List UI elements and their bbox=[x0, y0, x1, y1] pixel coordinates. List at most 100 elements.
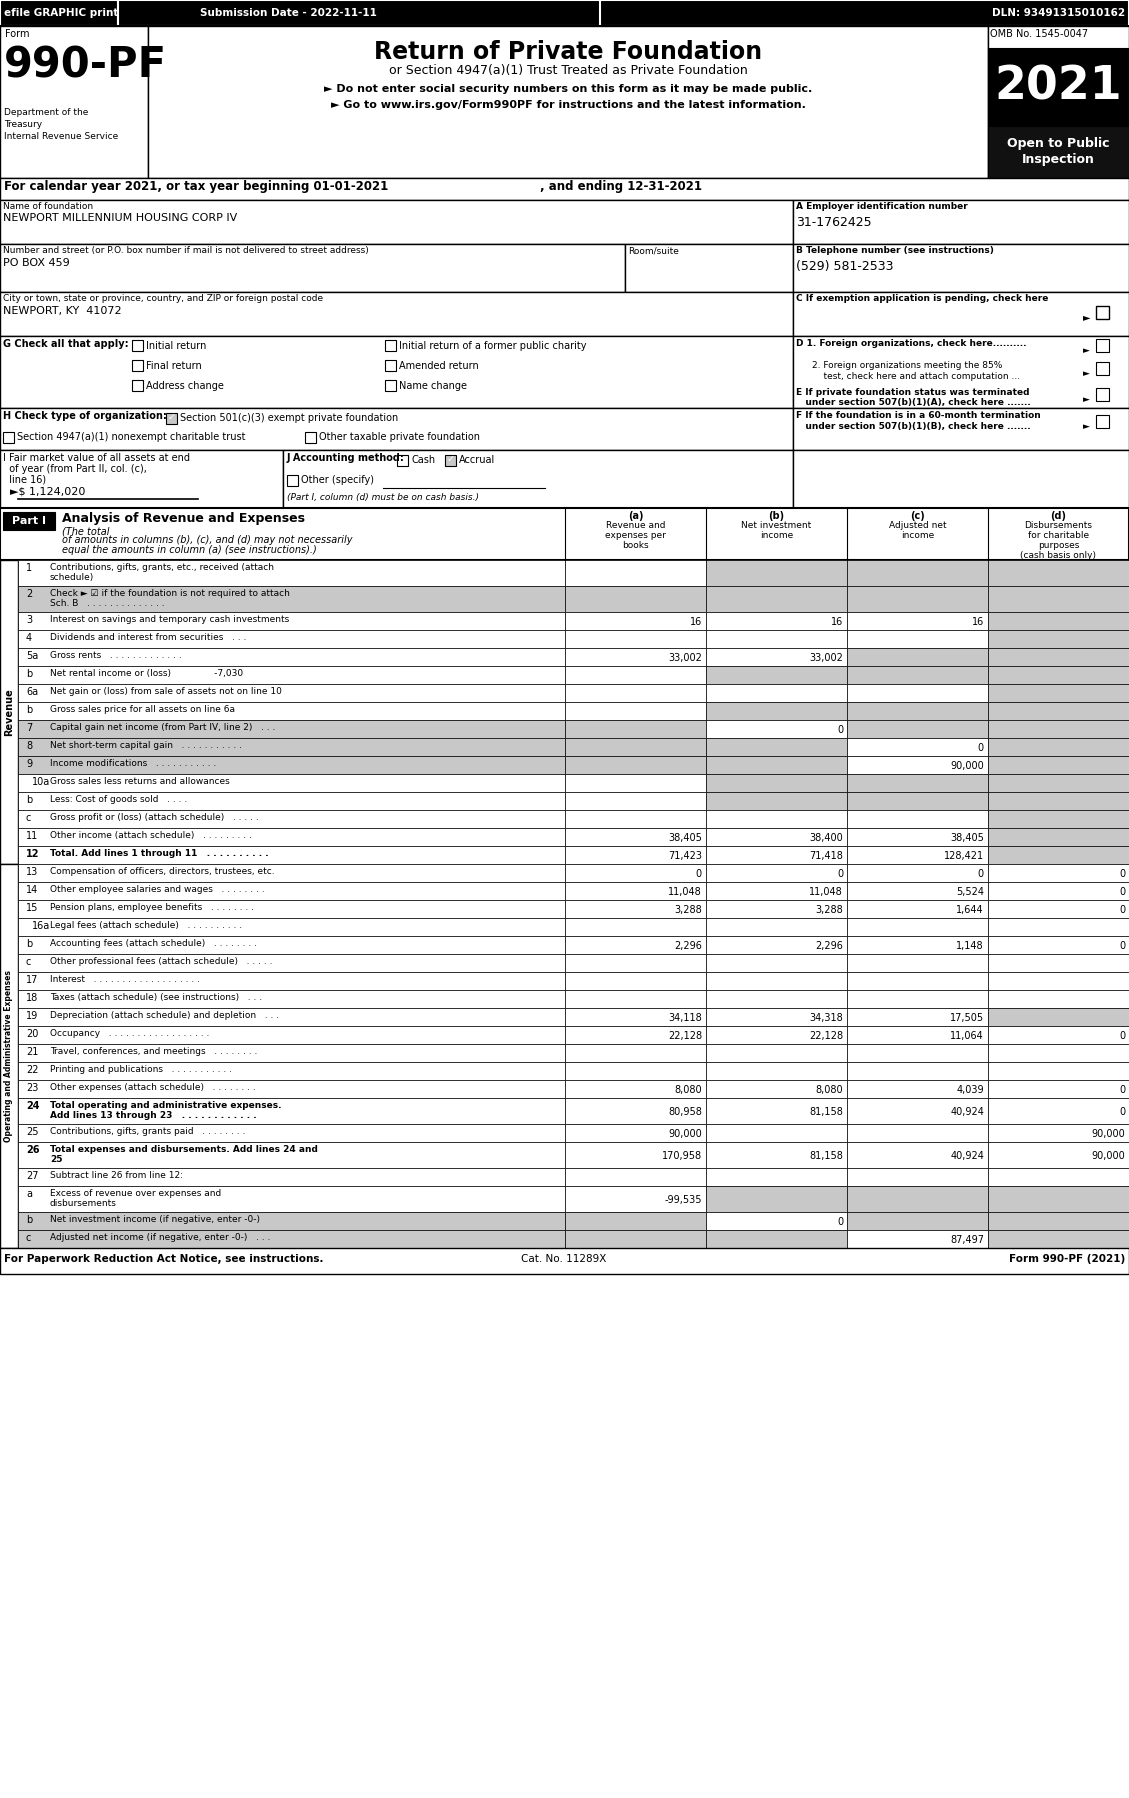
Text: Internal Revenue Service: Internal Revenue Service bbox=[5, 131, 119, 140]
Text: 10a: 10a bbox=[32, 777, 51, 788]
Text: Inspection: Inspection bbox=[1022, 153, 1094, 165]
Bar bbox=[988, 701, 1129, 719]
Text: a: a bbox=[26, 1188, 32, 1199]
Bar bbox=[706, 1099, 847, 1124]
Text: Add lines 13 through 23   . . . . . . . . . . . .: Add lines 13 through 23 . . . . . . . . … bbox=[50, 1111, 256, 1120]
Text: 90,000: 90,000 bbox=[1092, 1129, 1124, 1138]
Text: Gross sales less returns and allowances: Gross sales less returns and allowances bbox=[50, 777, 229, 786]
Bar bbox=[988, 973, 1129, 991]
Bar bbox=[385, 340, 396, 351]
Text: 16: 16 bbox=[972, 617, 984, 628]
Bar bbox=[847, 937, 988, 955]
Text: Travel, conferences, and meetings   . . . . . . . .: Travel, conferences, and meetings . . . … bbox=[50, 1046, 257, 1055]
Text: Other professional fees (attach schedule)   . . . . .: Other professional fees (attach schedule… bbox=[50, 957, 272, 966]
Text: 0: 0 bbox=[837, 1217, 843, 1226]
Text: 22,128: 22,128 bbox=[808, 1030, 843, 1041]
Text: expenses per: expenses per bbox=[605, 530, 666, 539]
Bar bbox=[988, 811, 1129, 829]
Text: ►$ 1,124,020: ►$ 1,124,020 bbox=[3, 487, 86, 496]
Bar bbox=[988, 865, 1129, 883]
Bar bbox=[18, 1187, 564, 1212]
Bar bbox=[988, 1009, 1129, 1027]
Bar bbox=[18, 919, 564, 937]
Text: Part I: Part I bbox=[12, 516, 46, 527]
Bar bbox=[564, 901, 706, 919]
Text: 5a: 5a bbox=[26, 651, 38, 662]
Bar bbox=[847, 1187, 988, 1212]
Bar bbox=[1096, 306, 1109, 318]
Text: 4,039: 4,039 bbox=[956, 1084, 984, 1095]
Text: 13: 13 bbox=[26, 867, 38, 877]
Bar bbox=[564, 755, 706, 773]
Text: 0: 0 bbox=[978, 868, 984, 879]
Bar bbox=[988, 586, 1129, 611]
Text: 0: 0 bbox=[695, 868, 702, 879]
Text: 0: 0 bbox=[1119, 1030, 1124, 1041]
Bar bbox=[564, 991, 706, 1009]
Text: 0: 0 bbox=[1119, 904, 1124, 915]
Bar bbox=[1096, 415, 1109, 428]
Text: 8: 8 bbox=[26, 741, 32, 752]
Text: Adjusted net: Adjusted net bbox=[889, 521, 946, 530]
Text: 90,000: 90,000 bbox=[668, 1129, 702, 1138]
Text: E If private foundation status was terminated: E If private foundation status was termi… bbox=[796, 388, 1030, 397]
Text: 3,288: 3,288 bbox=[815, 904, 843, 915]
Bar bbox=[706, 847, 847, 865]
Bar bbox=[18, 629, 564, 647]
Bar bbox=[18, 1142, 564, 1169]
Bar bbox=[18, 1212, 564, 1230]
Bar bbox=[793, 450, 1129, 509]
Bar bbox=[793, 291, 1129, 336]
Bar bbox=[564, 629, 706, 647]
Bar bbox=[0, 25, 1129, 178]
Text: ►: ► bbox=[1083, 345, 1089, 354]
Text: Address change: Address change bbox=[146, 381, 224, 390]
Text: 3: 3 bbox=[26, 615, 32, 626]
Bar bbox=[706, 611, 847, 629]
Text: 16: 16 bbox=[831, 617, 843, 628]
Text: (The total: (The total bbox=[62, 527, 110, 536]
Bar bbox=[988, 1187, 1129, 1212]
Bar bbox=[18, 865, 564, 883]
Bar bbox=[18, 586, 564, 611]
Bar bbox=[988, 847, 1129, 865]
Bar bbox=[564, 1230, 706, 1248]
Bar bbox=[18, 1063, 564, 1081]
Bar bbox=[564, 847, 706, 865]
Text: Operating and Administrative Expenses: Operating and Administrative Expenses bbox=[5, 971, 14, 1142]
Bar bbox=[564, 1212, 706, 1230]
Text: 7: 7 bbox=[26, 723, 33, 734]
Bar bbox=[564, 1169, 706, 1187]
Text: Interest on savings and temporary cash investments: Interest on savings and temporary cash i… bbox=[50, 615, 289, 624]
Bar bbox=[564, 1063, 706, 1081]
Text: J Accounting method:: J Accounting method: bbox=[287, 453, 405, 464]
Bar bbox=[847, 647, 988, 665]
Bar bbox=[18, 773, 564, 791]
Bar bbox=[18, 847, 564, 865]
Bar bbox=[564, 1027, 706, 1045]
Text: 17,505: 17,505 bbox=[949, 1012, 984, 1023]
Text: 2021: 2021 bbox=[995, 65, 1122, 110]
Text: Adjusted net income (if negative, enter -0-)   . . .: Adjusted net income (if negative, enter … bbox=[50, 1233, 270, 1242]
Text: Open to Public: Open to Public bbox=[1007, 137, 1110, 149]
Text: I Fair market value of all assets at end: I Fair market value of all assets at end bbox=[3, 453, 190, 464]
Text: 38,400: 38,400 bbox=[809, 832, 843, 843]
Text: 15: 15 bbox=[26, 903, 38, 913]
Text: ✓: ✓ bbox=[446, 455, 455, 464]
Text: Excess of revenue over expenses and: Excess of revenue over expenses and bbox=[50, 1188, 221, 1197]
Bar bbox=[847, 683, 988, 701]
Bar bbox=[847, 1081, 988, 1099]
Bar bbox=[18, 791, 564, 811]
Bar bbox=[18, 701, 564, 719]
Bar bbox=[847, 919, 988, 937]
Bar bbox=[706, 1142, 847, 1169]
Text: Other income (attach schedule)   . . . . . . . . .: Other income (attach schedule) . . . . .… bbox=[50, 831, 252, 840]
Bar bbox=[706, 1027, 847, 1045]
Bar bbox=[847, 829, 988, 847]
Text: OMB No. 1545-0047: OMB No. 1545-0047 bbox=[990, 29, 1088, 40]
Bar bbox=[988, 901, 1129, 919]
Text: of amounts in columns (b), (c), and (d) may not necessarily: of amounts in columns (b), (c), and (d) … bbox=[62, 536, 352, 545]
Bar bbox=[847, 1009, 988, 1027]
Bar bbox=[0, 0, 119, 25]
Text: 18: 18 bbox=[26, 992, 38, 1003]
